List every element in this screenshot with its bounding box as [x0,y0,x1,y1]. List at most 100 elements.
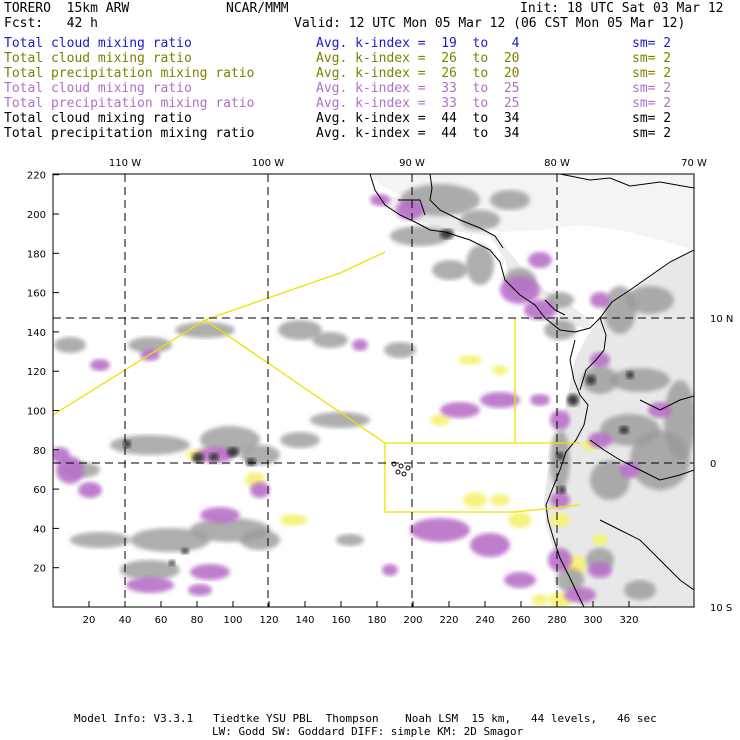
y-tick-label: 160 [27,289,46,300]
field-blob [430,414,450,426]
field-blob [352,339,368,351]
legend-field: Total cloud mixing ratio [4,51,192,66]
legend-index: Avg. k-index = 26 to 20 [316,66,520,81]
field-blob [90,359,110,371]
field-blob [500,276,540,304]
field-blob [588,432,612,448]
field-blob [110,435,190,455]
latitude-label: 10 S [710,603,732,614]
field-blob [280,432,320,448]
forecast-hour: Fcst: 42 h [4,16,98,31]
field-blob [530,394,550,406]
domain-boundary [53,251,386,416]
field-blob [209,453,219,461]
field-blob [532,594,548,606]
field-blob [370,194,390,206]
field-blob [312,332,348,348]
y-tick-label: 20 [33,564,46,575]
field-blob [246,458,256,466]
x-tick-label: 260 [511,615,530,626]
y-tick-label: 140 [27,328,46,339]
field-blob [120,560,180,580]
organization: NCAR/MMM [226,1,289,16]
field-blob [181,548,189,554]
field-blob [610,368,670,392]
field-blob [626,371,634,379]
field-blob [550,492,570,508]
legend-field: Total precipitation mixing ratio [4,66,255,81]
field-blob [56,456,84,484]
longitude-label: 90 W [399,158,425,169]
y-tick-label: 120 [27,367,46,378]
field-blob [558,486,566,494]
y-tick-label: 100 [27,407,46,418]
field-blob [396,200,424,220]
field-blob [54,337,86,353]
field-blob [169,560,175,566]
field-blob [592,534,608,546]
domain-boundary [384,443,581,513]
legend-field: Total precipitation mixing ratio [4,96,255,111]
model-info: Model Info: V3.3.1 Tiedtke YSU PBL Thomp… [74,712,657,725]
init-time: Init: 18 UTC Sat 03 Mar 12 [520,1,724,16]
legend-index: Avg. k-index = 33 to 25 [316,81,520,96]
field-blob [70,532,130,548]
coastline [589,439,694,481]
legend-field: Total cloud mixing ratio [4,111,192,126]
coastline [599,519,694,591]
field-blob [240,530,280,550]
field-blob [466,245,494,285]
field-blob [130,528,210,552]
x-tick-label: 320 [619,615,638,626]
x-tick-label: 200 [403,615,422,626]
longitude-label: 70 W [681,158,707,169]
x-tick-label: 300 [583,615,602,626]
field-blob [458,355,482,365]
field-blob [550,410,570,430]
field-blob [128,337,172,353]
field-blob [78,482,102,498]
y-tick-label: 180 [27,249,46,260]
field-blob [440,402,480,418]
field-blob [490,494,510,506]
field-blob [292,515,308,525]
legend-sm: sm= 2 [632,81,672,96]
latitude-label: 0 [710,459,716,470]
valid-time: Valid: 12 UTC Mon 05 Mar 12 (06 CST Mon … [294,16,686,31]
field-blob [556,568,584,592]
field-blob [190,564,230,580]
legend-sm: sm= 2 [632,126,672,141]
map-axes: 20 40 60 80 100 120 140 160 180 200 220 240 260 280 30… [27,158,733,626]
field-blob [508,512,532,528]
x-tick-label: 220 [439,615,458,626]
coastline [545,339,589,607]
field-blob [567,394,579,406]
field-blob [492,365,508,375]
field-blob [586,375,596,385]
y-tick-label: 80 [33,446,46,457]
x-tick-label: 280 [547,615,566,626]
field-blob [624,580,656,600]
lat-lon-grid [53,174,694,607]
field-blob [470,533,510,557]
field-blob [310,412,370,428]
coastline [559,174,694,189]
field-blob [626,286,674,314]
coastline [398,199,426,216]
galapagos-island [398,463,404,469]
x-tick-label: 40 [119,615,132,626]
field-blob [410,518,470,542]
legend-field: Total precipitation mixing ratio [4,126,255,141]
field-blob [188,584,212,596]
field-blob [432,260,468,280]
x-tick-label: 180 [367,615,386,626]
model-name: TORERO 15km ARW [4,1,130,16]
map-frame [52,173,695,608]
field-blob [460,210,500,230]
field-blob [463,492,487,508]
coastline [639,395,694,411]
field-blob [490,190,530,210]
field-blob [564,587,596,603]
legend-index: Avg. k-index = 26 to 20 [316,51,520,66]
